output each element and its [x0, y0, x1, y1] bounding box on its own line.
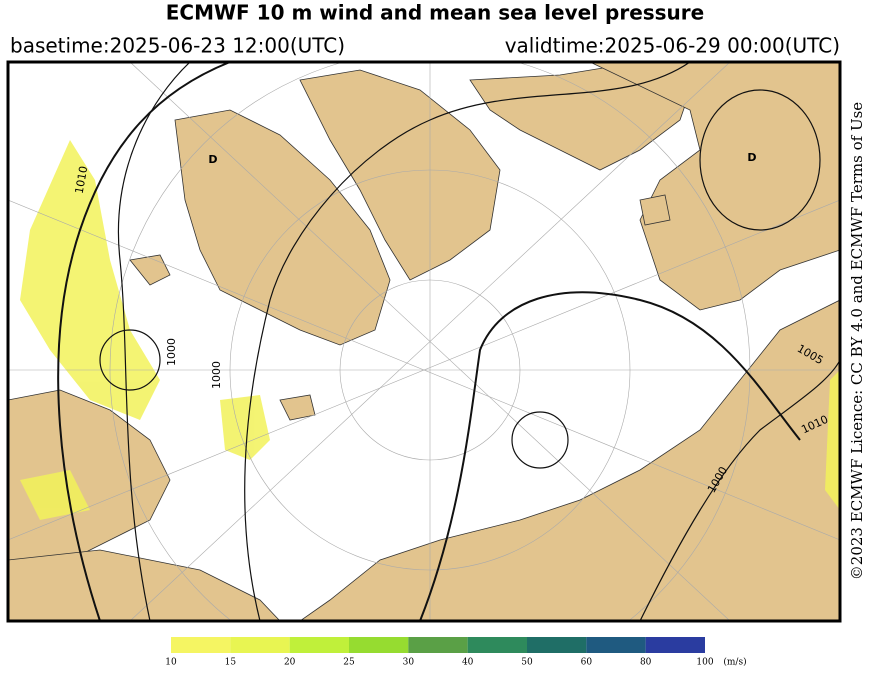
map-label: 1000 [210, 361, 223, 389]
colorbar: 10 15 20 25 30 40 50 60 80 100 (m/s) [165, 637, 747, 668]
map-label: D [747, 151, 756, 164]
colorbar-segment [467, 637, 527, 653]
colorbar-segment [408, 637, 468, 653]
validtime: validtime:2025-06-29 00:00(UTC) [505, 34, 840, 58]
map-frame [6, 60, 842, 623]
map-label: 1000 [165, 338, 178, 366]
map-label: D [208, 153, 217, 166]
colorbar-tick: 40 [462, 658, 474, 668]
colorbar-tick: 10 [165, 658, 177, 668]
map-label: 1010 [73, 165, 91, 195]
colorbar-segment [586, 637, 646, 653]
colorbar-tick: 50 [521, 658, 533, 668]
colorbar-segment [171, 637, 231, 653]
colorbar-segment [230, 637, 290, 653]
colorbar-unit: (m/s) [723, 657, 746, 668]
colorbar-tick: 15 [225, 658, 237, 668]
colorbar-tick: 25 [343, 658, 355, 668]
colorbar-tick: 20 [284, 658, 296, 668]
colorbar-tick: 80 [640, 658, 652, 668]
colorbar-segment [349, 637, 409, 653]
isobars [57, 62, 840, 621]
basetime: basetime:2025-06-23 12:00(UTC) [10, 34, 345, 58]
colorbar-tick: 100 [696, 658, 713, 668]
colorbar-segment [289, 637, 349, 653]
colorbar-segment [645, 637, 705, 653]
title: ECMWF 10 m wind and mean sea level press… [166, 1, 704, 25]
graticule [8, 62, 840, 621]
map [8, 62, 840, 621]
land [8, 62, 840, 621]
colorbar-tick: 30 [403, 658, 415, 668]
colorbar-tick: 60 [581, 658, 593, 668]
credit: ©2023 ECMWF Licence: CC BY 4.0 and ECMWF… [848, 102, 866, 581]
colorbar-segment [527, 637, 587, 653]
